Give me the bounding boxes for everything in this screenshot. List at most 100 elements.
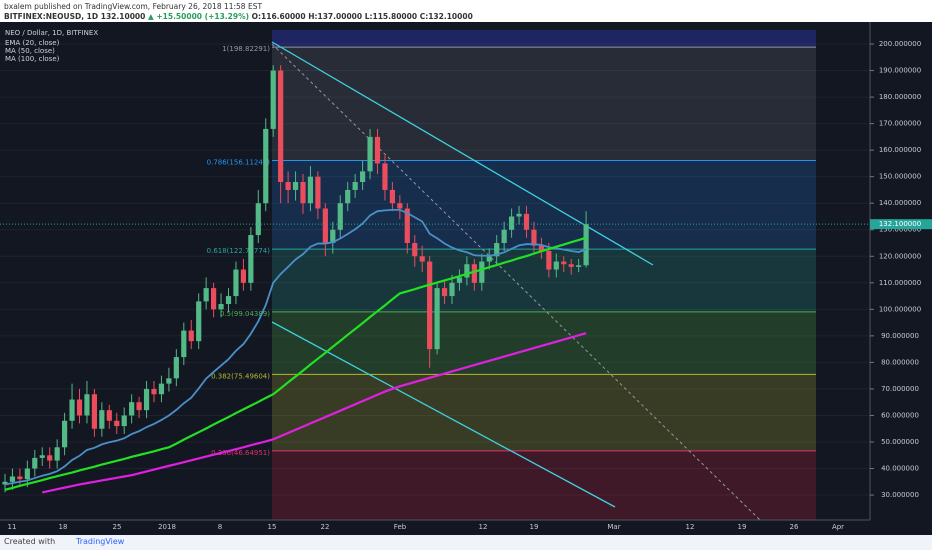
candle-body [337, 203, 343, 230]
candle-body [270, 70, 276, 129]
candle-body [2, 481, 8, 485]
candle-body [47, 455, 53, 461]
candle-body [143, 388, 150, 411]
y-tick-label: 200.000000 [879, 40, 921, 48]
x-tick-label: 25 [113, 523, 122, 531]
y-tick-label: 90.000000 [881, 332, 919, 340]
candle-body [285, 181, 291, 190]
trend-line [271, 41, 654, 266]
last-price-tag [870, 219, 932, 230]
candle-body [538, 245, 544, 251]
candle-body [449, 282, 455, 297]
candle-body [456, 277, 463, 283]
candle-body [233, 269, 239, 297]
ohlc: O:116.60000 H:137.00000 L:115.80000 C:13… [251, 12, 473, 21]
y-tick-label: 150.000000 [879, 173, 921, 181]
candle-body [501, 229, 507, 244]
candle-body [114, 420, 120, 427]
fib-label: 0.618(122.71774) [207, 247, 271, 255]
y-tick-label: 190.000000 [879, 67, 921, 75]
y-tick-label: 50.000000 [881, 438, 919, 446]
y-tick-label: 170.000000 [879, 120, 921, 128]
candle-body [583, 224, 589, 266]
candle-body [404, 208, 410, 244]
candle-body [419, 256, 425, 262]
candle-body [39, 455, 45, 458]
candle-body [546, 250, 552, 270]
candle-body [292, 181, 299, 190]
candle-body [32, 457, 38, 469]
candle-body [188, 330, 194, 342]
created: Created with [4, 537, 56, 546]
x-tick-label: Apr [832, 523, 844, 531]
legend-entry: MA (100, close) [5, 55, 60, 63]
x-tick-label: 19 [738, 523, 747, 531]
candle-body [129, 402, 135, 416]
candle-body [352, 181, 358, 190]
candle-body [211, 288, 217, 310]
fib-label: 0.786(156.11247) [207, 158, 271, 166]
indicator-line [4, 208, 587, 486]
fib-top-band [272, 30, 816, 48]
legend-entry: EMA (20, close) [5, 39, 60, 47]
candle-body [196, 301, 202, 342]
y-tick-label: 180.000000 [879, 93, 921, 101]
candle-body [516, 213, 522, 217]
candle-body [278, 70, 284, 182]
x-tick-label: 15 [268, 523, 277, 531]
y-tick-label: 120.000000 [879, 252, 921, 260]
last-price-label: 132.100000 [879, 220, 921, 228]
candle-body [471, 264, 477, 283]
x-tick-label: Feb [394, 523, 407, 531]
candle-body [494, 243, 500, 257]
candle-body [553, 261, 559, 270]
candle-body [345, 189, 351, 204]
y-tick-label: 70.000000 [881, 385, 919, 393]
candle-body [263, 128, 269, 204]
candle-body [397, 203, 403, 209]
candle-body [158, 383, 165, 395]
candle-body [531, 229, 537, 246]
x-tick-label: 11 [8, 523, 17, 531]
y-tick-label: 30.000000 [881, 491, 919, 499]
candle-body [576, 265, 582, 267]
candle-body [99, 410, 105, 429]
candle-body [9, 476, 16, 482]
candle-body [240, 269, 246, 283]
background [0, 22, 932, 535]
x-tick-label: 19 [530, 523, 539, 531]
fib-band [272, 450, 816, 520]
candle-body [121, 415, 127, 427]
fib-band [272, 311, 816, 375]
symbol-line: BITFINEX:NEOUSD, 1D 132.10000 ▲ +15.5000… [4, 12, 473, 21]
y-tick-label: 80.000000 [881, 358, 919, 366]
brand[interactable]: TradingView [76, 537, 125, 546]
candle-body [486, 256, 492, 262]
candle-body [181, 330, 187, 358]
candle-body [315, 176, 321, 209]
footer: Created with TradingView [0, 535, 932, 550]
chart-title: NEO / Dollar, 1D, BITFINEX [5, 29, 98, 37]
x-tick-label: 26 [790, 523, 799, 531]
candle-body [218, 304, 224, 310]
candle-body [523, 213, 530, 230]
x-tick-label: Mar [607, 523, 620, 531]
candle-body [151, 388, 157, 395]
candle-body [225, 296, 232, 305]
fib-label: 1(198.82291) [222, 45, 270, 53]
candle-body [464, 264, 470, 278]
candle-body [427, 261, 433, 350]
candle-body [374, 136, 381, 164]
candle-body [441, 288, 448, 297]
fib-band [272, 160, 816, 250]
x-tick-label: 8 [218, 523, 222, 531]
y-tick-label: 130.000000 [879, 226, 921, 234]
candle-body [479, 261, 485, 283]
candle-body [568, 264, 574, 267]
candle-body [389, 189, 395, 204]
candle-body [203, 288, 209, 302]
fib-band [272, 249, 816, 312]
candle-body [412, 243, 418, 257]
indicator-line [4, 236, 587, 491]
